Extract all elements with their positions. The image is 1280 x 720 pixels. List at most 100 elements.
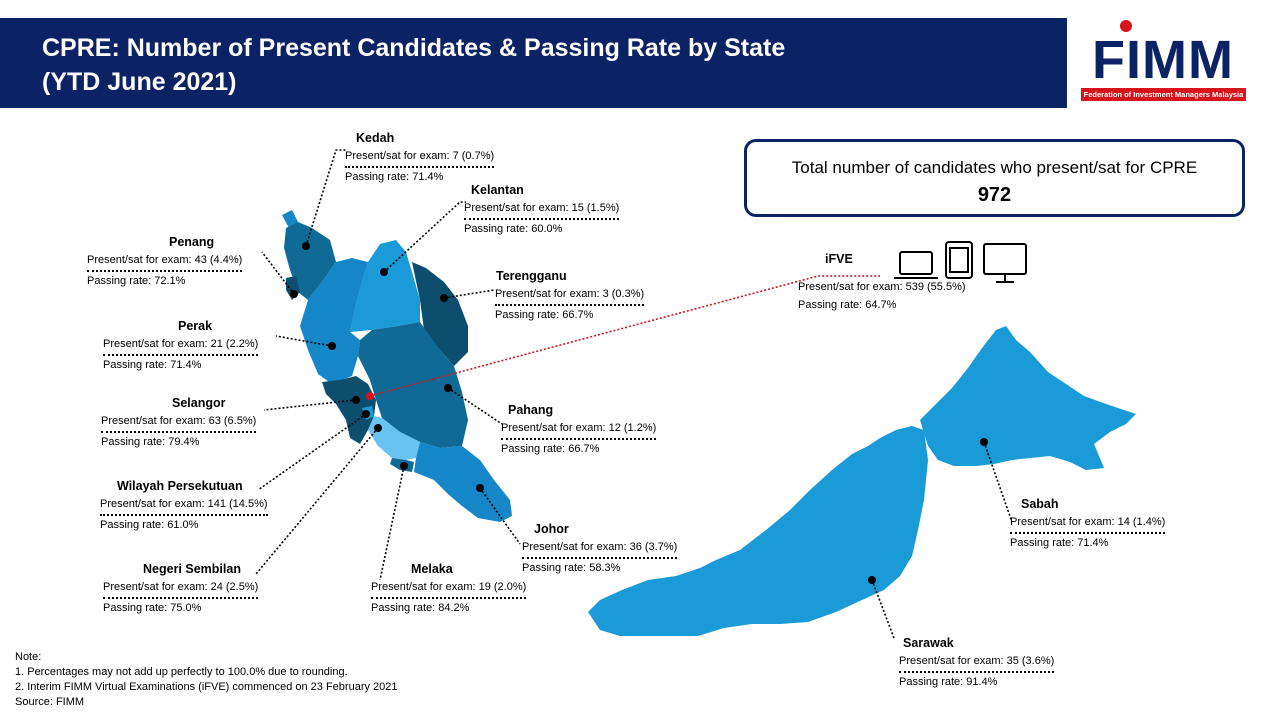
state-passing-perak: Passing rate: 71.4% [103, 359, 202, 371]
state-present-kelantan: Present/sat for exam: 15 (1.5%) [464, 199, 620, 220]
state-name-ns: Negeri Sembilan [143, 562, 241, 576]
label-kelantan: Kelantan Present/sat for exam: 15 (1.5%)… [464, 181, 620, 238]
state-sarawak [588, 426, 928, 636]
state-name-melaka: Melaka [411, 562, 453, 576]
state-present-sarawak: Present/sat for exam: 35 (3.6%) [899, 652, 1055, 673]
monitor-icon [983, 243, 1027, 283]
state-passing-selangor: Passing rate: 79.4% [101, 436, 200, 448]
state-perak [300, 258, 368, 384]
note-2: 2. Interim FIMM Virtual Examinations (iF… [15, 681, 398, 693]
label-pahang: Pahang Present/sat for exam: 12 (1.2%) P… [501, 401, 657, 458]
state-name-johor: Johor [534, 522, 569, 536]
leader-melaka [379, 465, 405, 581]
marker-sarawak [868, 576, 876, 584]
peninsular-malaysia [282, 210, 512, 522]
marker-perak [328, 342, 336, 350]
state-passing-pahang: Passing rate: 66.7% [501, 443, 600, 455]
state-name-sabah: Sabah [1021, 497, 1059, 511]
marker-wp [362, 410, 370, 418]
tablet-icon [945, 241, 973, 279]
marker-kedah [302, 242, 310, 250]
state-present-kedah: Present/sat for exam: 7 (0.7%) [345, 147, 495, 168]
leader-kelantan [383, 201, 466, 273]
note-1: 1. Percentages may not add up perfectly … [15, 666, 348, 678]
label-terengganu: Terengganu Present/sat for exam: 3 (0.3%… [495, 267, 645, 324]
marker-kelantan [380, 268, 388, 276]
leader-perak [275, 335, 333, 347]
leader-ns [255, 427, 379, 575]
state-passing-melaka: Passing rate: 84.2% [371, 602, 470, 614]
notes: Note: 1. Percentages may not add up perf… [15, 650, 398, 710]
marker-terengganu [440, 294, 448, 302]
note-source: Source: FIMM [15, 696, 85, 708]
state-passing-kedah: Passing rate: 71.4% [345, 171, 444, 183]
marker-ifve [366, 392, 374, 400]
state-present-melaka: Present/sat for exam: 19 (2.0%) [371, 578, 527, 599]
leader-johor [479, 487, 521, 545]
state-present-sabah: Present/sat for exam: 14 (1.4%) [1010, 513, 1166, 534]
state-present-johor: Present/sat for exam: 36 (3.7%) [522, 538, 678, 559]
state-name-kedah: Kedah [356, 131, 395, 145]
ifve-present: Present/sat for exam: 539 (55.5%) [798, 281, 966, 293]
state-passing-penang: Passing rate: 72.1% [87, 275, 186, 287]
label-wp: Wilayah Persekutuan Present/sat for exam… [100, 477, 268, 534]
state-name-sarawak: Sarawak [903, 636, 954, 650]
leader-terengganu [443, 289, 495, 299]
state-sabah [920, 326, 1136, 470]
state-name-terengganu: Terengganu [496, 269, 567, 283]
leader-selangor [263, 399, 357, 411]
ifve-name: iFVE [825, 252, 853, 266]
state-terengganu [412, 262, 468, 366]
state-passing-ns: Passing rate: 75.0% [103, 602, 202, 614]
leader-pahang [447, 387, 503, 425]
state-selangor [322, 376, 376, 444]
label-sabah: Sabah Present/sat for exam: 14 (1.4%) Pa… [1010, 495, 1166, 552]
state-present-selangor: Present/sat for exam: 63 (6.5%) [101, 412, 257, 433]
ifve-passing: Passing rate: 64.7% [798, 299, 897, 311]
state-markers [290, 242, 988, 584]
marker-melaka [400, 462, 408, 470]
state-passing-kelantan: Passing rate: 60.0% [464, 223, 563, 235]
marker-selangor [352, 396, 360, 404]
label-perak: Perak Present/sat for exam: 21 (2.2%) Pa… [103, 317, 259, 374]
fimm-logo: FIMM Federation of Investment Managers M… [1077, 18, 1249, 108]
state-name-pahang: Pahang [508, 403, 554, 417]
total-label: Total number of candidates who present/s… [791, 158, 1198, 177]
state-name-selangor: Selangor [172, 396, 226, 410]
state-name-penang: Penang [169, 235, 215, 249]
leader-penang [261, 251, 295, 295]
notes-heading: Note: [15, 651, 42, 663]
laptop-icon [894, 251, 938, 279]
state-name-perak: Perak [178, 319, 213, 333]
state-kelantan [350, 240, 420, 332]
state-present-terengganu: Present/sat for exam: 3 (0.3%) [495, 285, 645, 306]
state-present-pahang: Present/sat for exam: 12 (1.2%) [501, 419, 657, 440]
marker-pahang [444, 384, 452, 392]
state-johor [414, 442, 512, 522]
state-present-ns: Present/sat for exam: 24 (2.5%) [103, 578, 259, 599]
total-box: Total number of candidates who present/s… [744, 139, 1245, 217]
state-passing-johor: Passing rate: 58.3% [522, 562, 621, 574]
state-name-wp: Wilayah Persekutuan [117, 479, 243, 493]
marker-penang [290, 290, 298, 298]
state-name-kelantan: Kelantan [471, 183, 524, 197]
label-johor: Johor Present/sat for exam: 36 (3.7%) Pa… [522, 520, 678, 577]
state-present-penang: Present/sat for exam: 43 (4.4%) [87, 251, 243, 272]
leader-kedah [305, 149, 346, 247]
label-sarawak: Sarawak Present/sat for exam: 35 (3.6%) … [899, 634, 1055, 691]
label-selangor: Selangor Present/sat for exam: 63 (6.5%)… [101, 394, 257, 451]
state-passing-terengganu: Passing rate: 66.7% [495, 309, 594, 321]
label-penang: Penang Present/sat for exam: 43 (4.4%) P… [87, 233, 243, 290]
title-bar: CPRE: Number of Present Candidates & Pas… [0, 18, 1067, 108]
marker-johor [476, 484, 484, 492]
page-subtitle: (YTD June 2021) [42, 68, 237, 96]
state-passing-wp: Passing rate: 61.0% [100, 519, 199, 531]
label-ns: Negeri Sembilan Present/sat for exam: 24… [103, 560, 259, 617]
state-passing-sarawak: Passing rate: 91.4% [899, 676, 998, 688]
label-melaka: Melaka Present/sat for exam: 19 (2.0%) P… [371, 560, 527, 617]
marker-sabah [980, 438, 988, 446]
borneo [588, 326, 1136, 636]
marker-ns [374, 424, 382, 432]
state-present-wp: Present/sat for exam: 141 (14.5%) [100, 495, 268, 516]
